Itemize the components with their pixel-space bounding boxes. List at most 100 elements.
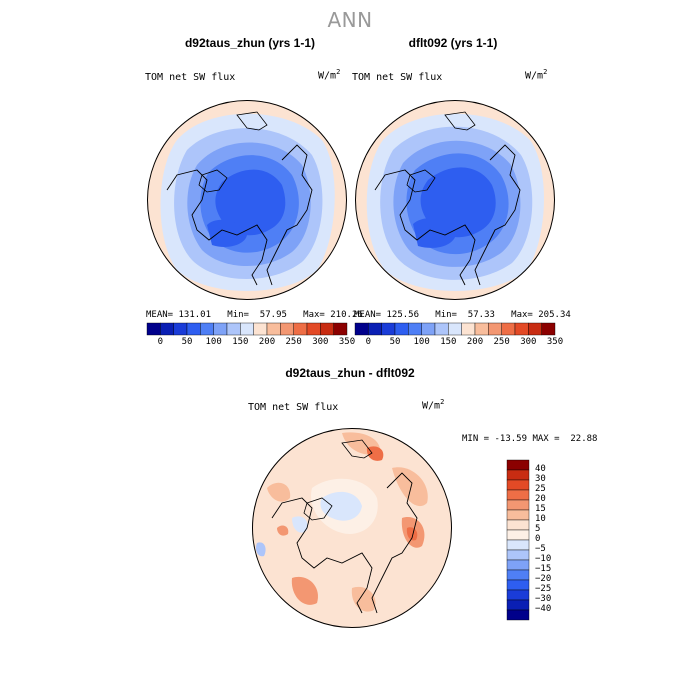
coastline (371, 472, 418, 614)
colorbar-swatch (506, 519, 530, 531)
panel-1-variable-label: TOM net SW flux (145, 72, 236, 83)
colorbar-tick-label: 10 (535, 514, 546, 524)
colorbar-tick-label: 20 (535, 494, 546, 504)
map-contour-band (413, 218, 456, 248)
colorbar-swatch (266, 322, 281, 336)
coastline (266, 144, 313, 286)
colorbar-swatch (354, 322, 369, 336)
colorbar-tick-label: 300 (520, 337, 537, 347)
coastline (374, 169, 476, 286)
colorbar-swatch (506, 479, 530, 491)
map-contour-band (406, 527, 418, 541)
colorbar-swatch (501, 322, 516, 336)
map-contour-band (366, 446, 384, 461)
diff-variable-label: TOM net SW flux (248, 402, 339, 413)
colorbar-swatch (488, 322, 502, 336)
map-boundary (252, 428, 452, 628)
colorbar-swatch (200, 322, 214, 336)
panel-2-polar-map (355, 100, 555, 300)
colorbar-tick-label: 100 (413, 337, 430, 347)
colorbar-swatch (253, 322, 268, 336)
colorbar-tick-label: −5 (535, 544, 546, 554)
colorbar-tick-label: −25 (535, 584, 552, 594)
colorbar-swatch (381, 322, 396, 336)
panel-2-colorbar (354, 322, 556, 336)
colorbar-tick-label: 150 (440, 337, 457, 347)
panel-1-title: d92taus_zhun (yrs 1-1) (184, 36, 316, 50)
coastline (303, 497, 333, 521)
colorbar-tick-label: 200 (258, 337, 276, 347)
coastline (166, 169, 268, 286)
colorbar-swatch (528, 322, 542, 336)
panel-1-polar-map (147, 100, 347, 300)
colorbar-swatch (421, 322, 436, 336)
colorbar-swatch (506, 499, 530, 511)
map-contour-band (320, 491, 362, 521)
colorbar-swatch (506, 539, 530, 551)
colorbar-swatch (280, 322, 294, 336)
colorbar-tick-label: 50 (181, 337, 193, 347)
colorbar-tick-label: 0 (157, 337, 164, 347)
colorbar-tick-label: 350 (338, 337, 356, 347)
panel-1-units-label: W/m2 (318, 68, 341, 82)
colorbar-swatch (506, 559, 530, 571)
panel-1-colorbar (146, 322, 348, 336)
panel-2-stats: MEAN= 125.56 Min= 57.33 Max= 205.34 (354, 310, 571, 320)
map-contour-band (215, 169, 286, 236)
map-contour-band (392, 467, 428, 507)
colorbar-tick-label: 0 (535, 534, 541, 544)
colorbar-swatch (160, 322, 174, 336)
diff-colorbar (506, 459, 530, 621)
colorbar-swatch (461, 322, 476, 336)
colorbar-swatch (514, 322, 529, 336)
colorbar-tick-label: 100 (205, 337, 222, 347)
map-contour-band (277, 525, 289, 536)
colorbar-tick-label: −10 (535, 554, 552, 564)
colorbar-tick-label: 40 (535, 464, 546, 474)
colorbar-tick-label: −20 (535, 574, 552, 584)
diff-units-label: W/m2 (422, 398, 445, 412)
figure-title: ANN (327, 8, 373, 32)
colorbar-swatch (506, 509, 530, 521)
colorbar-swatch (506, 569, 530, 581)
colorbar-tick-label: 25 (535, 484, 546, 494)
colorbar-tick-label: 0 (365, 337, 372, 347)
colorbar-swatch (408, 322, 422, 336)
coastline (236, 111, 268, 131)
colorbar-swatch (506, 609, 530, 621)
map-contour-band (267, 482, 291, 502)
colorbar-swatch (240, 322, 254, 336)
coastline (444, 111, 476, 131)
colorbar-tick-label: 350 (546, 337, 564, 347)
panel-1-stats: MEAN= 131.01 Min= 57.95 Max= 210.26 (146, 310, 363, 320)
colorbar-tick-label: 250 (285, 337, 302, 347)
coastline (341, 439, 373, 459)
colorbar-swatch (506, 589, 530, 601)
colorbar-swatch (173, 322, 188, 336)
colorbar-tick-label: 200 (466, 337, 484, 347)
diff-colorbar-ticks: 40 30 25 20 15 10 5 0 −5 −10 −15 −20 −25 −30 −40 (535, 460, 575, 620)
panel-2-title: dflt092 (yrs 1-1) (408, 36, 498, 50)
colorbar-swatch (506, 459, 530, 471)
colorbar-tick-label: 50 (389, 337, 401, 347)
coastline (198, 169, 228, 193)
colorbar-tick-label: −40 (535, 604, 552, 614)
coastline (474, 144, 521, 286)
map-contour-band (207, 219, 247, 247)
colorbar-swatch (213, 322, 228, 336)
colorbar-swatch (506, 599, 530, 611)
colorbar-swatch (541, 322, 556, 336)
diff-polar-map (252, 428, 452, 628)
map-contour-band (291, 576, 318, 605)
colorbar-swatch (368, 322, 382, 336)
colorbar-tick-label: 30 (535, 474, 546, 484)
colorbar-tick-label: 15 (535, 504, 546, 514)
colorbar-tick-label: 5 (535, 524, 541, 534)
colorbar-tick-label: −30 (535, 594, 552, 604)
colorbar-swatch (506, 469, 530, 481)
colorbar-swatch (146, 322, 161, 336)
panel-2-units-label: W/m2 (525, 68, 548, 82)
colorbar-swatch (226, 322, 241, 336)
map-boundary (147, 100, 347, 300)
panel-2-colorbar-ticks: 0 50 100 150 200 250 300 350 (355, 337, 565, 349)
